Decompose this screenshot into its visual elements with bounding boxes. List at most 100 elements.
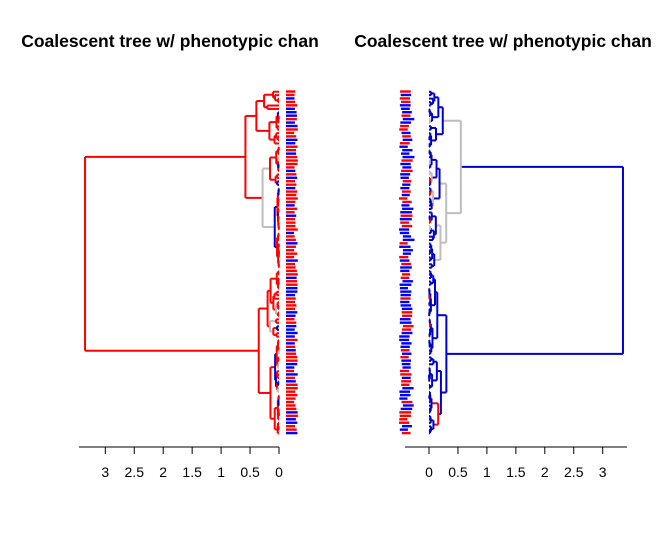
tip-label: [400, 373, 412, 376]
tip-label: [401, 307, 413, 311]
tip-label: [400, 349, 410, 352]
tip-label: [286, 121, 295, 124]
tip-label: [286, 359, 298, 362]
tip-label: [401, 169, 413, 173]
tip-label: [399, 255, 409, 259]
tip-label: [286, 259, 298, 262]
tip-label: [402, 314, 413, 317]
tip-label: [286, 414, 298, 418]
tip-label: [286, 304, 297, 307]
tip-label: [286, 221, 296, 224]
tip-label: [399, 197, 408, 200]
tip-label: [286, 228, 298, 231]
tip-label: [400, 407, 413, 411]
tip-label: [401, 262, 412, 266]
tip-label: [286, 131, 295, 135]
tip-label: [286, 321, 297, 324]
tip-label: [286, 362, 298, 366]
tip-label: [400, 90, 411, 93]
tip-label: [286, 262, 296, 266]
tip-label: [401, 362, 411, 366]
tip-label: [399, 217, 412, 221]
tip-label: [399, 428, 408, 431]
tip-label: [286, 376, 295, 380]
left-x-axis: 3 2.5 2 1.5 1 0.5 0: [79, 446, 283, 480]
tip-label: [286, 324, 297, 328]
tick-label: 1.5: [506, 464, 526, 480]
tip-label: [286, 111, 297, 114]
tip-label: [286, 145, 298, 148]
tick-label: 2.5: [125, 464, 145, 480]
tip-label: [402, 352, 412, 355]
tip-label: [400, 300, 410, 304]
tip-label: [286, 369, 295, 373]
tip-label: [399, 414, 411, 418]
tip-label: [402, 190, 411, 193]
tip-label: [402, 111, 412, 114]
tip-label: [401, 193, 410, 197]
tip-label: [286, 276, 297, 280]
tip-label: [400, 176, 409, 179]
tip-label: [286, 180, 296, 183]
tip-label: [286, 342, 295, 345]
tip-label: [401, 224, 413, 228]
tick-label: 3: [101, 464, 109, 480]
tip-label: [286, 293, 296, 297]
tip-label: [399, 104, 411, 107]
left-chart-title: Coalescent tree w/ phenotypic chan: [21, 31, 319, 51]
tip-label: [400, 186, 410, 190]
tip-label: [399, 411, 411, 414]
tip-label: [400, 214, 413, 217]
tip-label: [286, 176, 298, 179]
tip-label: [400, 304, 412, 307]
tip-label: [286, 100, 296, 104]
tip-label: [286, 117, 297, 121]
tip-label: [401, 400, 413, 404]
tip-label: [402, 155, 415, 159]
tip-label: [402, 235, 412, 238]
tip-label: [286, 280, 298, 283]
tip-label: [400, 124, 409, 128]
tip-label: [401, 383, 410, 386]
tick-label: 2: [159, 464, 167, 480]
tip-label: [400, 355, 409, 359]
tip-label: [399, 369, 410, 373]
tip-label: [286, 424, 296, 428]
tip-label: [286, 290, 298, 293]
tip-label: [286, 314, 296, 317]
tip-label: [399, 335, 410, 338]
tip-label: [401, 152, 410, 155]
tip-label: [400, 276, 410, 280]
tip-label: [286, 249, 295, 252]
tip-label: [399, 286, 408, 290]
tip-label: [286, 197, 298, 200]
tip-label: [286, 214, 297, 217]
tip-label: [286, 318, 295, 321]
tip-label: [400, 211, 412, 214]
tip-label: [286, 190, 298, 193]
tip-label: [286, 148, 297, 152]
tip-label: [286, 124, 298, 128]
tip-label: [401, 328, 412, 331]
tip-label: [400, 107, 410, 110]
tip-label: [286, 311, 298, 314]
tip-label: [401, 159, 413, 162]
tip-label: [286, 193, 297, 197]
tip-label: [286, 421, 298, 424]
tip-label: [286, 387, 298, 390]
tip-label: [286, 349, 296, 352]
tip-label: [286, 366, 295, 369]
tip-label: [402, 138, 413, 142]
tip-label: [399, 97, 410, 100]
tip-label: [399, 390, 411, 393]
tip-label: [402, 183, 411, 186]
tip-label: [402, 200, 412, 204]
tip-label: [286, 269, 297, 273]
tip-label: [286, 266, 296, 269]
right-tree: [399, 90, 624, 435]
tip-label: [399, 421, 410, 424]
tip-label: [401, 431, 411, 435]
tip-label: [402, 273, 411, 276]
tip-label: [401, 204, 410, 207]
